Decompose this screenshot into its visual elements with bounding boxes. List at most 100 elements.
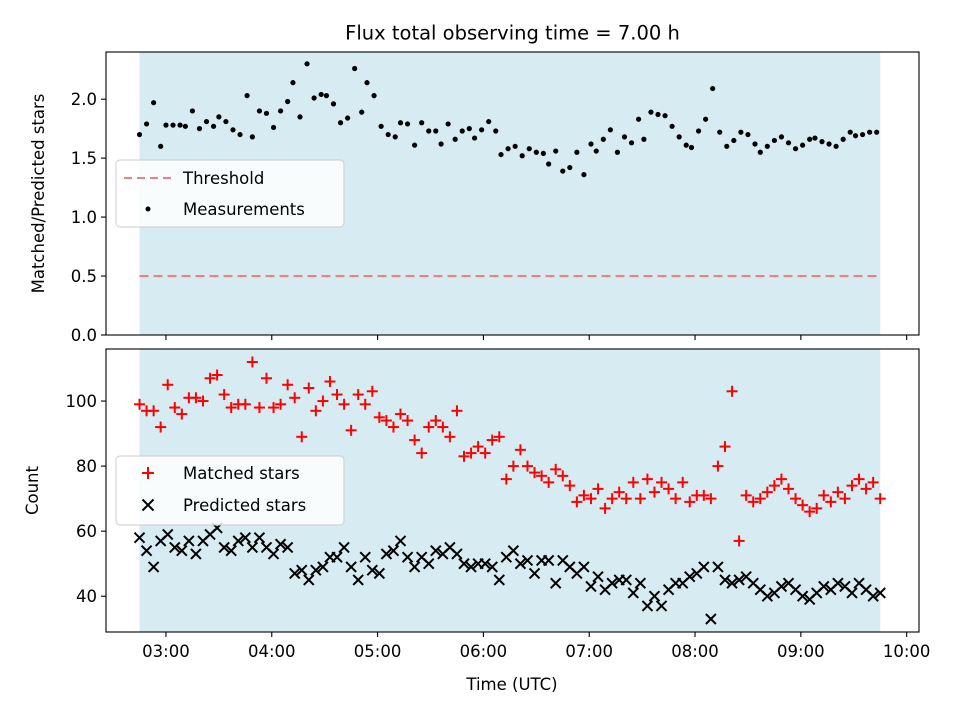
predicted-star-marker <box>401 551 414 563</box>
matched-star-marker <box>366 385 378 397</box>
matched-star-marker <box>620 493 632 505</box>
predicted-star-marker <box>176 544 188 557</box>
predicted-star-marker <box>366 564 379 576</box>
measurement-point <box>635 116 642 122</box>
measurement-point <box>352 65 358 72</box>
measurement-point <box>237 131 243 138</box>
matched-star-marker <box>190 392 202 404</box>
predicted-star-marker <box>832 577 844 589</box>
matched-star-marker <box>578 489 590 501</box>
measurement-point <box>859 131 866 138</box>
matched-star-marker <box>839 493 851 505</box>
matched-star-marker <box>211 369 223 381</box>
predicted-star-marker <box>408 561 421 573</box>
measurement-point <box>158 143 164 149</box>
measurement-point <box>792 146 799 152</box>
predicted-star-marker <box>578 561 590 573</box>
measurement-point <box>852 133 859 139</box>
measurement-point <box>812 135 818 141</box>
matched-star-marker <box>663 483 675 495</box>
bottom-y-axis-label: Count <box>23 465 42 515</box>
predicted-star-marker <box>775 580 788 593</box>
legend-measurements-label: Measurements <box>183 200 305 219</box>
measurement-point <box>412 142 418 148</box>
matched-star-marker <box>324 376 336 388</box>
measurement-point <box>311 95 317 101</box>
measurement-point <box>392 134 398 140</box>
measurement-point <box>688 144 695 151</box>
matched-star-marker <box>712 460 724 472</box>
measurement-point <box>452 136 458 142</box>
matched-star-marker <box>260 372 272 384</box>
matched-star-marker <box>176 408 188 420</box>
y-tick-label: 2.0 <box>71 90 97 109</box>
predicted-star-marker <box>190 548 202 560</box>
measurement-point <box>655 111 661 118</box>
predicted-star-marker <box>352 574 364 586</box>
measurement-point <box>593 148 599 154</box>
matched-star-marker <box>853 473 865 485</box>
predicted-star-markers <box>133 522 886 625</box>
matched-star-marker <box>514 444 526 456</box>
predicted-star-marker <box>479 557 491 570</box>
measurement-point <box>136 131 143 138</box>
legend-predicted-label: Predicted stars <box>183 496 306 515</box>
matched-star-marker <box>162 379 174 391</box>
matched-star-marker <box>423 421 435 433</box>
matched-star-marker <box>775 473 787 485</box>
measurement-point <box>703 116 709 122</box>
matched-star-marker <box>860 483 872 495</box>
measurement-point <box>600 136 606 142</box>
matched-star-marker <box>373 411 385 423</box>
matched-star-marker <box>472 441 484 453</box>
matched-star-marker <box>747 496 759 508</box>
matched-star-marker <box>606 493 618 505</box>
measurement-point <box>757 149 763 155</box>
measurement-point <box>337 120 344 126</box>
matched-star-marker <box>444 431 456 443</box>
predicted-star-marker <box>458 557 470 570</box>
predicted-star-marker <box>867 590 879 602</box>
measurement-point <box>170 122 176 128</box>
predicted-star-marker <box>183 535 195 547</box>
legend-matched-swatch <box>142 467 154 479</box>
measurement-point <box>724 143 730 149</box>
matched-star-marker <box>656 476 668 488</box>
predicted-star-marker <box>423 557 435 570</box>
predicted-star-marker <box>874 587 886 599</box>
predicted-star-marker <box>218 541 230 554</box>
matched-star-marker <box>296 431 308 443</box>
measurement-point <box>419 120 425 126</box>
measurement-point <box>471 135 478 141</box>
matched-star-marker <box>387 421 399 433</box>
matched-star-marker <box>500 473 512 485</box>
measurement-point <box>203 118 210 125</box>
x-axis-label: Time (UTC) <box>465 675 557 694</box>
matched-star-marker <box>239 398 251 410</box>
predicted-star-marker <box>698 561 710 573</box>
measurement-point <box>323 93 330 99</box>
predicted-star-marker <box>733 574 745 586</box>
matched-star-marker <box>430 415 442 427</box>
bottom-legend: Matched stars Predicted stars <box>115 455 345 526</box>
matched-star-marker <box>698 489 710 501</box>
matched-star-marker <box>345 424 357 436</box>
matched-star-markers <box>134 356 886 547</box>
predicted-star-marker <box>338 541 350 554</box>
measurement-point <box>867 129 873 135</box>
measurement-point <box>540 150 546 157</box>
measurement-point <box>683 142 689 148</box>
measurement-point <box>710 85 716 92</box>
measurement-point <box>764 143 770 149</box>
matched-star-marker <box>402 415 414 427</box>
matched-star-marker <box>571 496 583 508</box>
predicted-star-marker <box>761 590 774 602</box>
predicted-star-marker <box>627 587 640 599</box>
predicted-star-marker <box>592 570 604 583</box>
matched-star-marker <box>225 402 237 414</box>
matched-star-marker <box>754 493 766 505</box>
predicted-star-marker <box>303 574 315 586</box>
measurement-point <box>196 126 203 132</box>
predicted-star-marker <box>620 574 632 586</box>
predicted-star-marker <box>253 531 266 544</box>
